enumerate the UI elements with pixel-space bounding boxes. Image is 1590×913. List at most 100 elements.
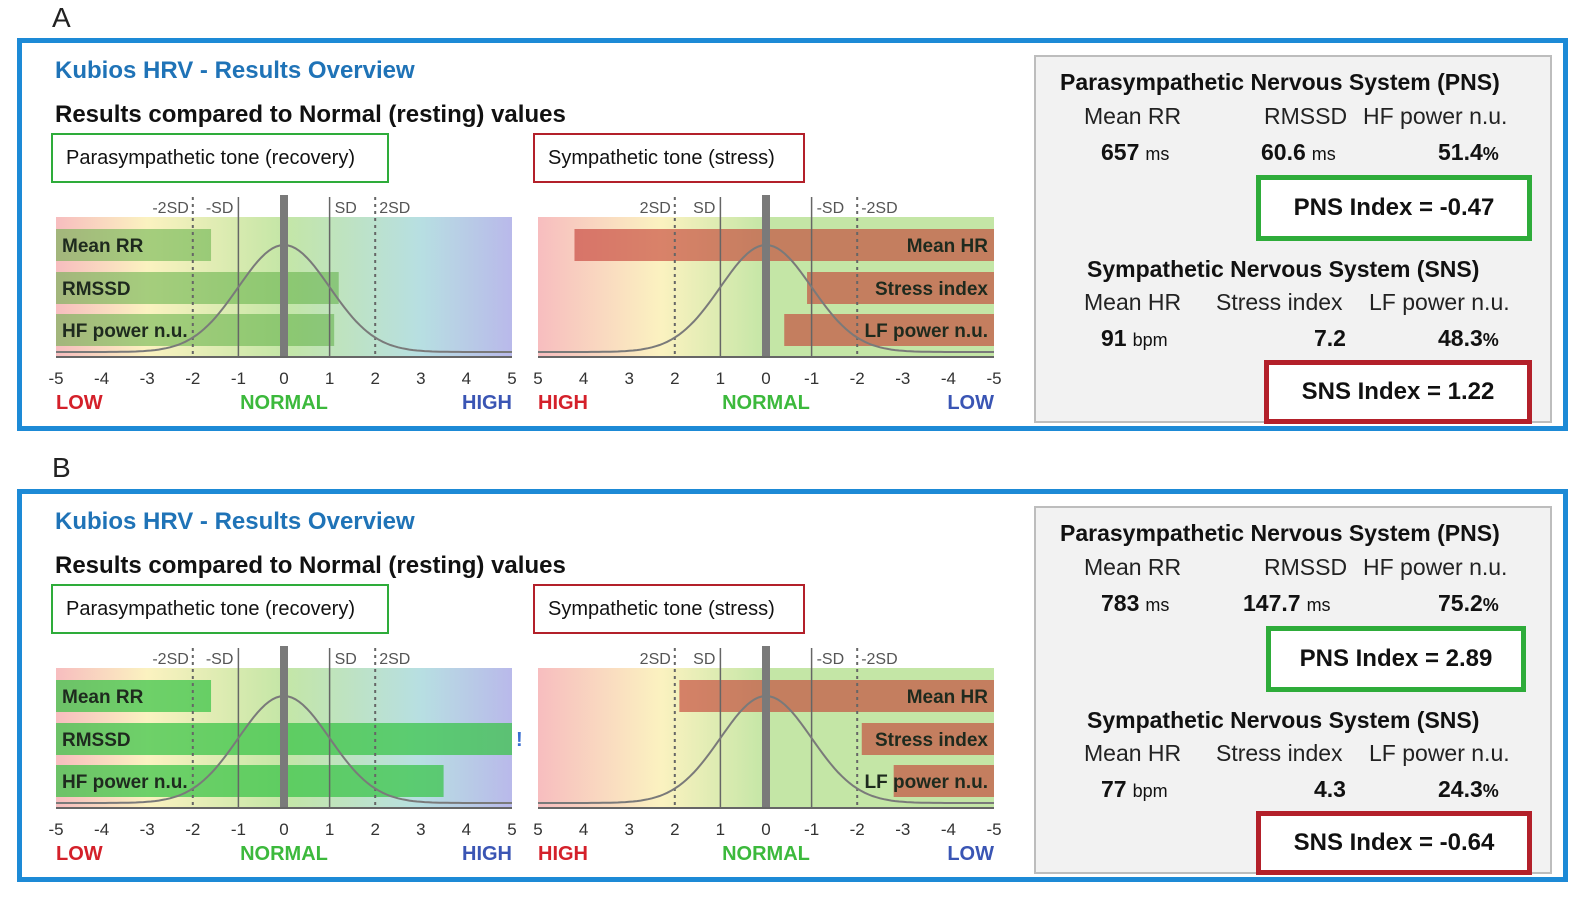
tick-label: 0 (761, 369, 770, 388)
pns-chart: Mean RR RMSSD HF power n.u. -2SD -SD SD 2SD -5 -… (48, 195, 517, 414)
range-low: LOW (947, 843, 994, 865)
sns-col-lf: LF power n.u. (1369, 740, 1510, 766)
pns-mean-rr-value: 657 ms (1101, 139, 1170, 165)
pns-rmssd-value: 60.6 ms (1261, 139, 1336, 165)
normal-curve (538, 243, 994, 353)
sns-col-lf: LF power n.u. (1369, 289, 1510, 315)
sns-mean-hr-value: 91 bpm (1101, 325, 1168, 351)
bar-label: Mean HR (907, 687, 989, 708)
sd-label: -SD (206, 200, 234, 217)
tick-label: -4 (94, 369, 109, 388)
tick-label: -1 (804, 369, 819, 388)
range-normal: NORMAL (722, 843, 810, 865)
bar-mean-rr (56, 229, 212, 261)
sd-label: -SD (817, 651, 845, 668)
results-panel-b: Kubios HRV - Results Overview Results co… (17, 489, 1568, 882)
tick-label: 2 (670, 369, 679, 388)
tick-label: 0 (279, 369, 288, 388)
range-low: LOW (56, 392, 103, 414)
app-title: Kubios HRV - Results Overview (55, 57, 415, 84)
parasympathetic-tone-box: Parasympathetic tone (recovery) (51, 133, 389, 183)
tick-label: 2 (670, 820, 679, 839)
tick-label: -2 (850, 820, 865, 839)
tick-label: -3 (140, 369, 155, 388)
sd-label: SD (693, 651, 715, 668)
tick-label: 0 (279, 820, 288, 839)
sd-label: 2SD (640, 200, 671, 217)
sd-label: -2SD (152, 651, 188, 668)
range-high: HIGH (538, 843, 588, 865)
bar-label: RMSSD (62, 279, 131, 300)
tick-label: -3 (140, 820, 155, 839)
pns-col-hf: HF power n.u. (1363, 554, 1508, 580)
sd-label: -2SD (861, 200, 897, 217)
sd-label: SD (693, 200, 715, 217)
tick-label: 4 (579, 369, 588, 388)
overflow-mark: ! (516, 729, 523, 751)
range-high: HIGH (462, 392, 512, 414)
tick-label: 5 (507, 820, 516, 839)
tick-label: 3 (624, 369, 633, 388)
results-subtitle: Results compared to Normal (resting) val… (55, 101, 566, 128)
pns-title: Parasympathetic Nervous System (PNS) (1060, 69, 1500, 95)
sns-col-mean-hr: Mean HR (1084, 740, 1182, 766)
bar-mean-rr (56, 680, 212, 712)
normal-curve (56, 694, 512, 804)
bar-label: Stress index (875, 730, 988, 751)
app-title: Kubios HRV - Results Overview (55, 508, 415, 535)
tick-label: -5 (48, 369, 63, 388)
pns-rmssd-value: 147.7 ms (1243, 590, 1331, 616)
mean-line (762, 646, 770, 808)
results-subtitle: Results compared to Normal (resting) val… (55, 552, 566, 579)
panel-b-letter: B (52, 452, 71, 483)
range-normal: NORMAL (722, 392, 810, 414)
pns-col-hf: HF power n.u. (1363, 103, 1508, 129)
sns-stress-value: 4.3 (1314, 776, 1346, 802)
mean-line (762, 195, 770, 357)
sns-chart: Mean HR Stress index LF power n.u. 2SD SD -SD… (533, 195, 1002, 414)
tick-label: 5 (507, 369, 516, 388)
range-high: HIGH (538, 392, 588, 414)
tick-label: 3 (624, 820, 633, 839)
pns-col-mean-rr: Mean RR (1084, 103, 1182, 129)
tick-label: 4 (579, 820, 588, 839)
pns-col-rmssd: RMSSD (1264, 554, 1348, 580)
tick-label: -3 (895, 369, 910, 388)
sns-lf-value: 48.3% (1438, 325, 1499, 351)
bar-lf-power-n-u- (893, 765, 994, 797)
pns-col-mean-rr: Mean RR (1084, 554, 1182, 580)
bar-label: HF power n.u. (62, 321, 188, 342)
summary-panel: Parasympathetic Nervous System (PNS) Mea… (1034, 55, 1552, 424)
pns-title: Parasympathetic Nervous System (PNS) (1060, 520, 1500, 546)
sns-title: Sympathetic Nervous System (SNS) (1087, 707, 1480, 733)
tick-label: 3 (416, 369, 425, 388)
panel-a-letter: A (52, 2, 71, 33)
bar-mean-hr (574, 229, 994, 261)
mean-line (280, 646, 288, 808)
pns-hf-value: 51.4% (1438, 139, 1499, 165)
tick-label: -5 (48, 820, 63, 839)
tick-label: -1 (231, 369, 246, 388)
tick-label: 0 (761, 820, 770, 839)
bar-stress-index (861, 723, 994, 755)
mean-line (280, 195, 288, 357)
summary-panel: Parasympathetic Nervous System (PNS) Mea… (1034, 506, 1552, 875)
pns-hf-value: 75.2% (1438, 590, 1499, 616)
tick-label: -1 (231, 820, 246, 839)
bar-stress-index (807, 272, 994, 304)
sd-label: 2SD (379, 651, 410, 668)
sd-label: SD (335, 651, 357, 668)
bar-label: HF power n.u. (62, 772, 188, 793)
tick-label: -4 (941, 820, 956, 839)
tick-label: 1 (325, 820, 334, 839)
tick-label: 4 (462, 820, 471, 839)
bar-label: Mean RR (62, 236, 144, 257)
sd-label: 2SD (640, 651, 671, 668)
sympathetic-tone-box: Sympathetic tone (stress) (533, 584, 805, 634)
bar-label: Mean HR (907, 236, 989, 257)
parasympathetic-tone-box: Parasympathetic tone (recovery) (51, 584, 389, 634)
bar-label: RMSSD (62, 730, 131, 751)
tick-label: 1 (325, 369, 334, 388)
range-low: LOW (56, 843, 103, 865)
